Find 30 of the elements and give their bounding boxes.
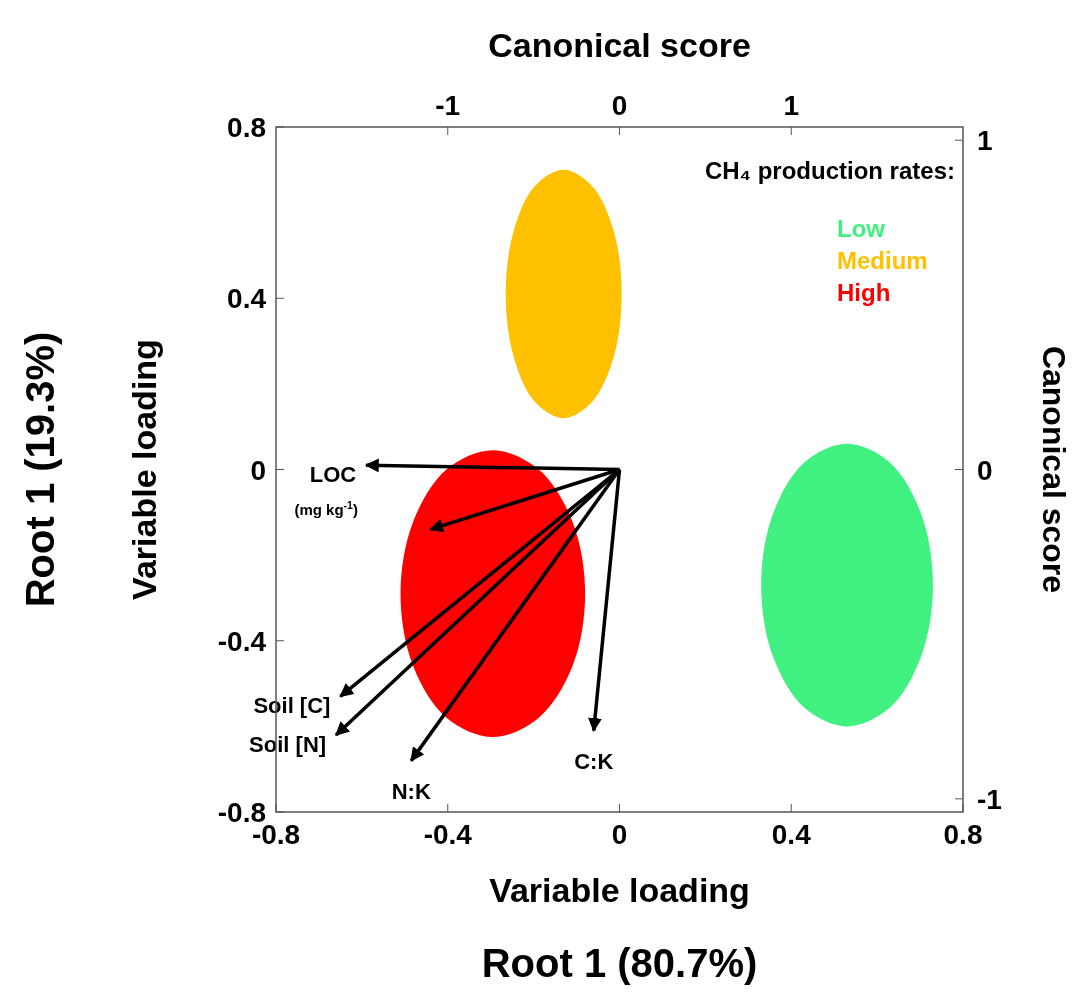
x2-tick-label: 0 [611, 90, 628, 121]
x-axis-title: Variable loading [489, 871, 750, 909]
y2-axis-title: Canonical score [1036, 345, 1072, 594]
y2-tick-label: -1 [977, 783, 1002, 815]
y-tick-label: 0 [250, 454, 266, 486]
x-tick-label: 0.8 [943, 819, 983, 850]
x2-tick-label: -1 [435, 90, 461, 121]
annotation: LOC [309, 462, 357, 488]
text: Root 1 (19.3%) [18, 331, 62, 608]
y-tick-label: 0.8 [227, 112, 266, 143]
legend-title: CH₄ production rates: [704, 157, 955, 184]
y-tick-label: -0.4 [217, 625, 267, 657]
annotation: C:K [574, 748, 614, 774]
annotation: Soil [C] [253, 693, 331, 719]
text: High [837, 279, 891, 306]
text: Medium [837, 247, 928, 274]
annotation: N:K [391, 778, 431, 804]
annotation: Soil [N] [249, 731, 327, 757]
annotation: (mg kg$^{-1}$) [294, 499, 358, 519]
x2-tick-label: 1 [783, 90, 800, 121]
x-tick-label: -0.4 [423, 819, 473, 850]
y2-tick-label: 0 [977, 454, 993, 486]
y-tick-label: 0.4 [227, 283, 267, 315]
text: Root 1 (80.7%) [481, 941, 758, 985]
x-tick-label: 0.4 [771, 819, 812, 850]
x-tick-label: 0 [611, 819, 628, 850]
text: Low [837, 215, 886, 242]
x2-axis-title: Canonical score [488, 26, 751, 64]
y-axis-title: Variable loading [125, 339, 163, 600]
y2-tick-label: 1 [977, 125, 993, 157]
